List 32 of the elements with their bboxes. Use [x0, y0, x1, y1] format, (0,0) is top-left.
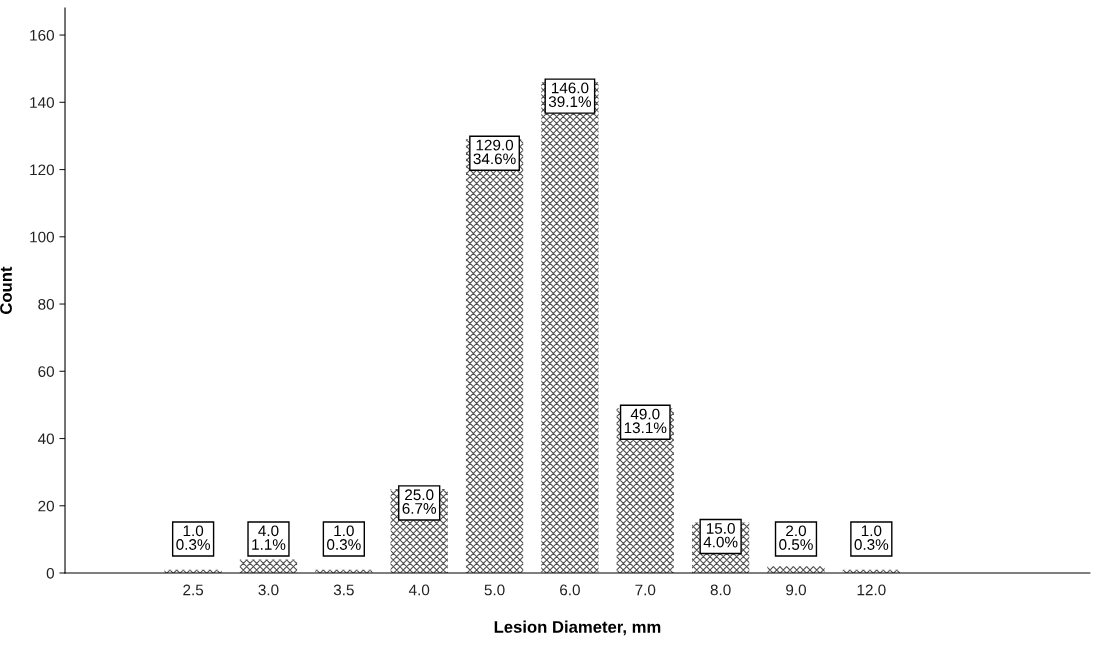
data-label: 146.0 39.1%: [548, 82, 592, 108]
data-label: 1.0 0.3%: [854, 525, 889, 550]
x-tick-label: 6.0: [560, 584, 580, 596]
x-tick-label: 7.0: [635, 584, 656, 596]
data-label: 25.0 6.7%: [402, 489, 437, 514]
x-tick-label: 5.0: [484, 584, 505, 596]
x-tick-label: 8.0: [710, 584, 731, 596]
y-tick-label: 20: [38, 500, 55, 512]
y-tick-label: 120: [30, 164, 55, 176]
x-tick-label: 12.0: [857, 584, 886, 596]
x-tick-label: 9.0: [786, 584, 807, 596]
data-label: 49.0 13.1%: [624, 408, 667, 434]
y-axis-title: Count: [0, 266, 12, 314]
data-label: 2.0 0.5%: [779, 525, 813, 550]
y-tick-label: 140: [30, 97, 55, 108]
y-tick-label: 60: [38, 366, 55, 377]
x-tick-label: 3.0: [258, 584, 279, 596]
x-tick-label: 3.5: [333, 584, 354, 596]
x-axis-title: Lesion Diameter, mm: [494, 620, 661, 636]
data-label: 129.0 34.6%: [473, 139, 516, 165]
data-label: 1.0 0.3%: [176, 525, 210, 550]
y-tick-label: 0: [46, 567, 54, 579]
data-label: 15.0 4.0%: [703, 522, 738, 548]
bar: [767, 566, 825, 574]
x-tick-label: 2.5: [183, 584, 204, 596]
x-tick-label: 4.0: [408, 584, 430, 596]
y-tick-label: 40: [37, 433, 55, 445]
y-tick-label: 100: [30, 231, 55, 243]
data-label: 4.0 1.1%: [252, 525, 286, 550]
data-label: 1.0 0.3%: [327, 525, 361, 550]
y-tick-label: 160: [30, 29, 55, 41]
y-tick-label: 80: [38, 298, 55, 310]
